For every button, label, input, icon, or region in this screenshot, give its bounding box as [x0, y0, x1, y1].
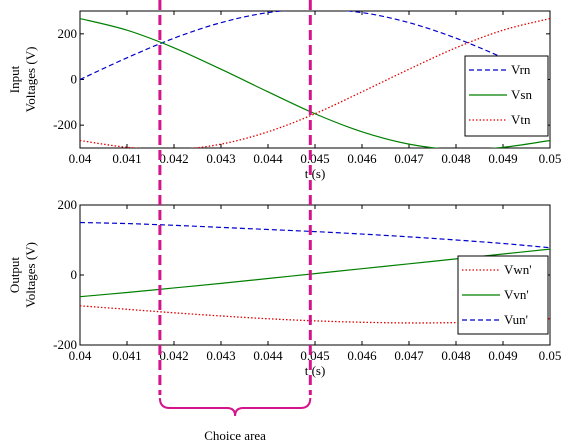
- legend-entry: Vun': [504, 312, 528, 327]
- legend-entry: Vtn: [511, 112, 531, 127]
- y-tick-label: 200: [58, 197, 78, 212]
- y-axis-label-line2: Voltages (V): [23, 47, 38, 113]
- y-axis-label-line2: Voltages (V): [23, 242, 38, 308]
- legend-box: [464, 55, 549, 137]
- x-tick-label: 0.047: [394, 151, 424, 166]
- legend-entry: Vrn: [511, 62, 531, 77]
- x-tick-label: 0.048: [441, 348, 470, 363]
- legend-entry: Vsn: [511, 87, 532, 102]
- x-tick-label: 0.045: [300, 348, 329, 363]
- choice-area-annotation: Choice area: [158, 0, 312, 443]
- y-tick-label: 200: [58, 26, 78, 41]
- plot-input: 0.04 0.041 0.042 0.043 0.044 0.045 0.046 0.047 0…: [7, 10, 562, 181]
- x-tick-label: 0.042: [159, 151, 188, 166]
- y-tick-label: 0: [71, 267, 78, 282]
- x-axis-label: t (s): [305, 166, 326, 181]
- legend: Vrn Vsn Vtn: [464, 55, 549, 137]
- x-tick-label: 0.047: [394, 348, 424, 363]
- y-tick-label: -200: [53, 337, 77, 352]
- legend-entry: Vvn': [504, 287, 529, 302]
- x-tick-label: 0.045: [300, 151, 329, 166]
- plot-output: 0.04 0.041 0.042 0.043 0.044 0.045 0.046 0.047 0…: [7, 197, 561, 378]
- x-tick-label: 0.043: [206, 348, 235, 363]
- legend: Vwn' Vvn' Vun': [457, 255, 549, 335]
- x-tick-label: 0.041: [112, 151, 141, 166]
- x-tick-label: 0.048: [441, 151, 470, 166]
- y-axis-label-line1: Input: [7, 65, 22, 93]
- x-tick-label: 0.044: [253, 151, 283, 166]
- legend-entry: Vwn': [504, 262, 532, 277]
- x-tick-label: 0.04: [69, 151, 92, 166]
- y-axis-label-line1: Output: [7, 257, 22, 294]
- x-tick-label: 0.043: [206, 151, 235, 166]
- x-tick-label: 0.049: [488, 348, 517, 363]
- choice-area-label: Choice area: [204, 428, 266, 443]
- x-tick-label: 0.046: [347, 348, 377, 363]
- y-tick-label: -200: [53, 117, 77, 132]
- x-tick-label: 0.05: [539, 151, 562, 166]
- x-tick-label: 0.042: [159, 348, 188, 363]
- series-line-vwnp: [80, 305, 550, 324]
- x-tick-label: 0.05: [539, 348, 562, 363]
- x-axis-label: t (s): [305, 363, 326, 378]
- x-tick-label: 0.044: [253, 348, 283, 363]
- series-line-vunp: [80, 221, 550, 249]
- x-tick-label: 0.046: [347, 151, 377, 166]
- series-group: [80, 11, 550, 148]
- x-tick-label: 0.041: [112, 348, 141, 363]
- series-line-vsn: [80, 17, 550, 148]
- x-tick-label: 0.049: [488, 151, 517, 166]
- y-tick-label: 0: [71, 72, 78, 87]
- choice-area-brace: [158, 397, 312, 417]
- x-tick-label: 0.04: [69, 348, 92, 363]
